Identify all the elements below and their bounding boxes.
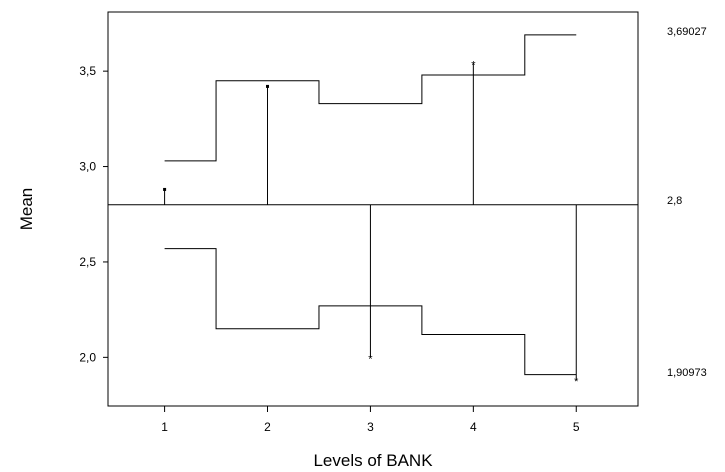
mean-point-star: * — [574, 376, 579, 388]
decision-limits — [108, 34, 638, 376]
reference-label: 1,90973 — [667, 367, 707, 379]
y-axis-title: Mean — [17, 188, 36, 231]
data-marks: * * * — [163, 60, 579, 388]
x-tick-label: 4 — [470, 420, 477, 434]
y-tick-label: 3,5 — [79, 64, 96, 78]
y-tick-label: 3,0 — [79, 160, 96, 174]
x-tick-label: 2 — [264, 420, 271, 434]
reference-labels: 3,69027 2,8 1,90973 — [667, 26, 707, 379]
reference-label: 3,69027 — [667, 26, 707, 38]
y-axis: 2,0 2,5 3,0 3,5 — [79, 64, 108, 364]
x-tick-label: 1 — [161, 420, 168, 434]
x-axis-title: Levels of BANK — [313, 451, 433, 470]
y-tick-label: 2,0 — [79, 350, 96, 364]
mean-point — [266, 84, 270, 88]
mean-point-star: * — [368, 353, 373, 365]
x-axis: 1 2 3 4 5 — [161, 406, 580, 434]
upper-decision-limit — [164, 34, 577, 162]
x-tick-label: 5 — [573, 420, 580, 434]
y-tick-label: 2,5 — [79, 255, 96, 269]
plot-frame — [107, 11, 639, 407]
mean-point-star: * — [471, 60, 476, 72]
mean-point — [163, 187, 167, 191]
reference-label: 2,8 — [667, 195, 682, 207]
x-tick-label: 3 — [367, 420, 374, 434]
